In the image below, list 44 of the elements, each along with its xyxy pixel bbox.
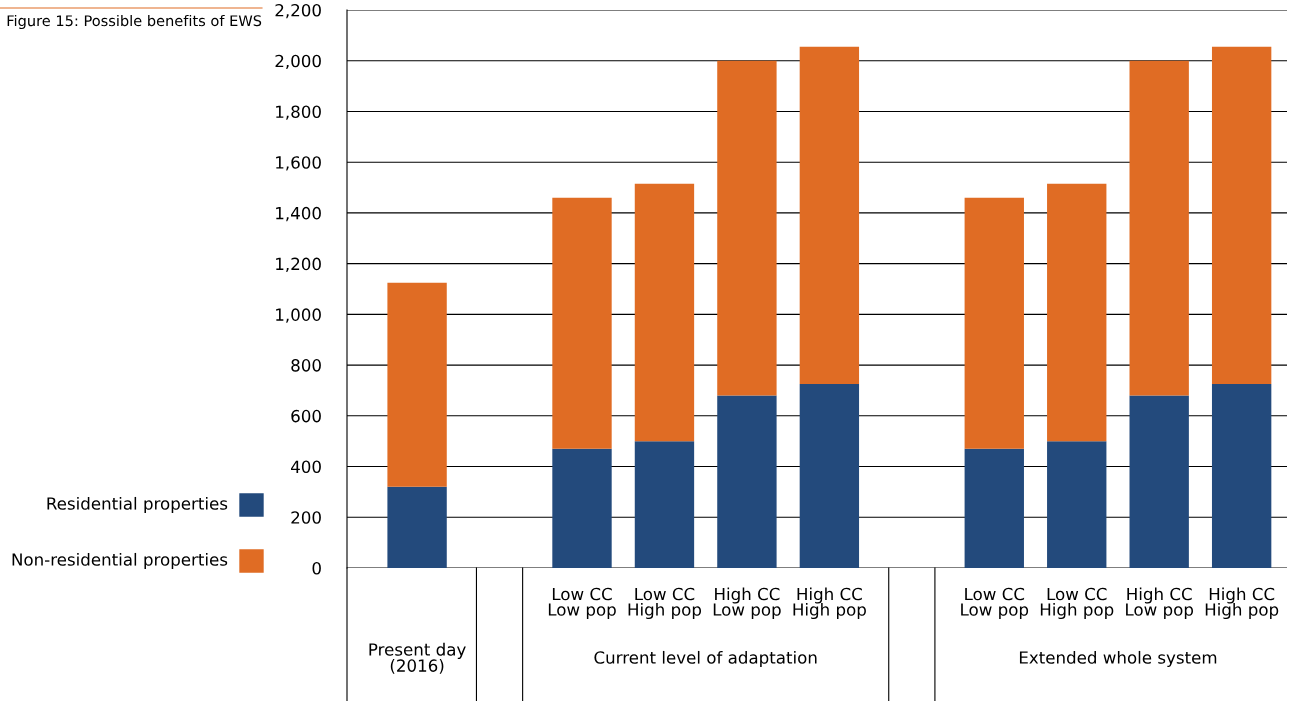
y-tick-label: 200 (291, 511, 321, 524)
legend-label: Residential properties (47, 496, 228, 514)
text: Figure 15: Possible benefits of EWS (7, 14, 262, 30)
y-tick-label: 1,200 (276, 257, 321, 272)
bar (387, 282, 447, 487)
bar (552, 197, 612, 449)
bar (634, 183, 695, 442)
bar (717, 60, 777, 396)
bar (799, 384, 860, 568)
y-tick-label: 1,000 (276, 308, 321, 323)
y-tick-label: 1,600 (276, 156, 321, 171)
y-tick-label: 1,400 (276, 206, 321, 222)
x-tick-label: Low CC High pop (1040, 587, 1114, 620)
text: Current level of adaptation (594, 650, 817, 668)
bar (799, 46, 860, 385)
legend-label: Non-residential properties (12, 552, 228, 570)
x-tick-label: High CC Low pop (713, 587, 781, 620)
x-tick-label: High CC High pop (1205, 587, 1279, 620)
x-tick-label: High CC High pop (793, 587, 866, 620)
bar (1211, 46, 1272, 385)
bar (717, 395, 777, 568)
bar (634, 441, 695, 568)
y-tick-label: 2,200 (275, 3, 321, 19)
bar (1211, 384, 1272, 568)
x-tick-label: Low CC Low pop (961, 587, 1029, 620)
text: Extended whole system (1019, 650, 1217, 668)
bar (1129, 395, 1189, 568)
bar (552, 448, 612, 568)
y-tick-label: 600 (291, 409, 321, 423)
y-tick-label: 400 (291, 460, 321, 474)
bar (1129, 60, 1189, 396)
y-tick-label: 800 (291, 359, 321, 372)
x-tick-label: Low CC Low pop (548, 587, 616, 620)
x-tick-label: High CC Low pop (1126, 587, 1194, 620)
bar (1047, 441, 1107, 568)
bar (964, 197, 1024, 449)
bar (387, 486, 447, 568)
y-tick-label: 1,800 (276, 105, 321, 120)
text: Present day (2016) (369, 642, 466, 674)
bar (1047, 183, 1107, 442)
bar (964, 448, 1024, 568)
y-tick-label: 0 (312, 561, 321, 575)
x-tick-label: Low CC High pop (628, 587, 702, 620)
y-tick-label: 2,000 (275, 54, 321, 69)
